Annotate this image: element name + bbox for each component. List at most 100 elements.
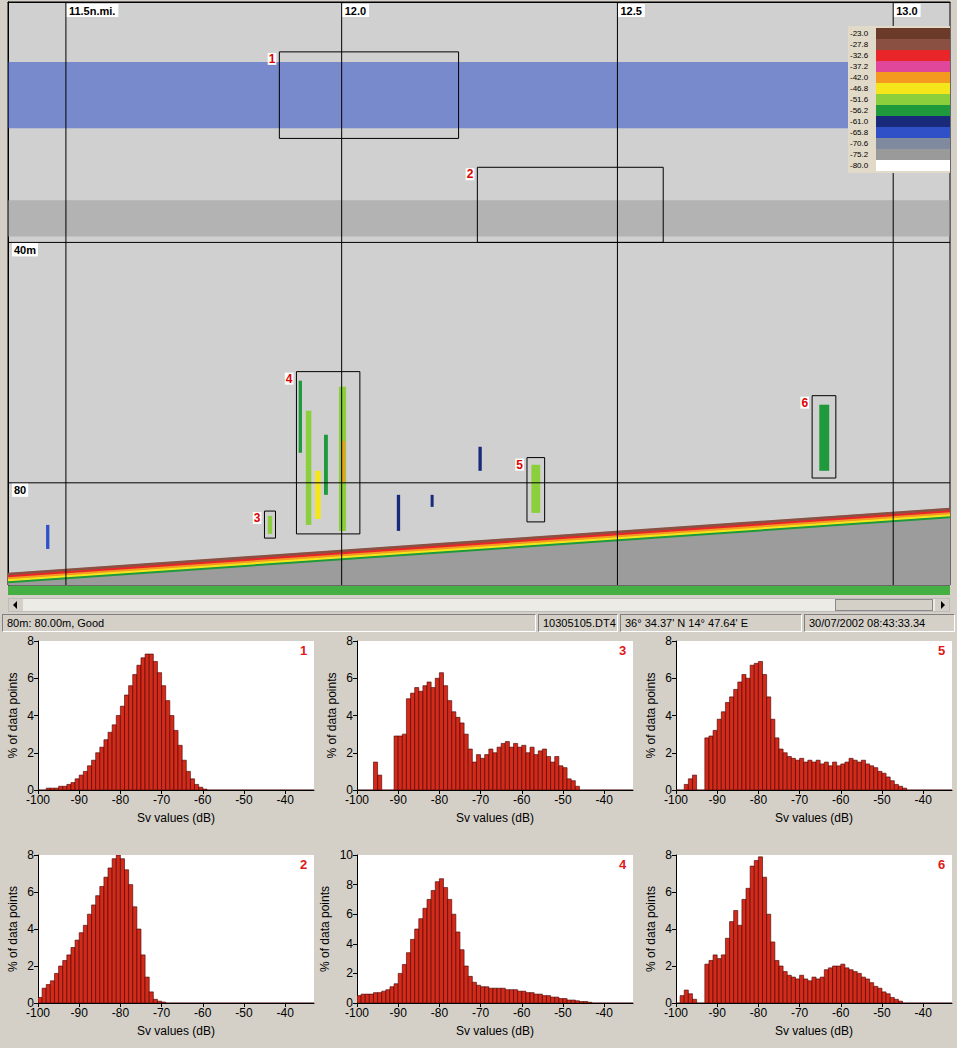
svg-text:-100: -100 [26,1006,50,1020]
svg-text:-60: -60 [832,1006,850,1020]
svg-text:6: 6 [27,671,34,685]
svg-text:% of data points: % of data points [325,672,339,758]
html-text:10305105.DT4: 10305105.DT4 [543,617,616,629]
svg-text:6: 6 [346,907,353,921]
svg-text:-50: -50 [554,793,572,807]
svg-text:2: 2 [27,959,34,973]
svg-text:40m: 40m [14,244,36,256]
svg-text:3: 3 [254,511,261,525]
svg-text:2: 2 [665,959,672,973]
svg-text:8: 8 [665,635,672,648]
svg-text:Sv values (dB): Sv values (dB) [137,811,215,825]
svg-text:-80: -80 [750,793,768,807]
svg-text:-40: -40 [914,1006,932,1020]
svg-text:% of data points: % of data points [318,886,332,972]
svg-text:13.0: 13.0 [896,5,917,17]
svg-text:2: 2 [665,746,672,760]
svg-text:-100: -100 [26,793,50,807]
svg-text:-90: -90 [390,1006,408,1020]
svg-text:-90: -90 [709,1006,727,1020]
svg-text:6: 6 [665,671,672,685]
svg-text:4: 4 [665,922,672,936]
svg-text:% of data points: % of data points [644,886,658,972]
svg-text:-60: -60 [194,793,212,807]
svg-text:-100: -100 [664,1006,688,1020]
svg-text:% of data points: % of data points [6,886,20,972]
svg-text:-70: -70 [791,793,809,807]
svg-text:4: 4 [619,857,627,872]
svg-text:-100: -100 [345,793,369,807]
svg-text:-80: -80 [112,1006,130,1020]
svg-text:-40: -40 [276,793,294,807]
svg-text:3: 3 [619,643,626,658]
svg-text:6: 6 [27,885,34,899]
svg-text:6: 6 [346,671,353,685]
svg-text:-70: -70 [153,793,171,807]
svg-text:-70: -70 [153,1006,171,1020]
svg-text:-40: -40 [914,793,932,807]
svg-text:% of data points: % of data points [6,672,20,758]
svg-text:-80: -80 [750,1006,768,1020]
svg-text:12.5: 12.5 [620,5,641,17]
svg-text:4: 4 [27,922,34,936]
svg-text:-70: -70 [791,1006,809,1020]
svg-text:4: 4 [346,709,353,723]
svg-text:-50: -50 [873,793,891,807]
svg-text:1: 1 [300,643,307,658]
svg-text:-60: -60 [513,1006,531,1020]
svg-text:-70: -70 [472,793,490,807]
svg-text:-80: -80 [112,793,130,807]
svg-text:-40: -40 [595,793,613,807]
svg-text:% of data points: % of data points [644,672,658,758]
svg-text:80: 80 [14,484,26,496]
svg-text:-90: -90 [71,1006,89,1020]
svg-text:Sv values (dB): Sv values (dB) [456,811,534,825]
svg-text:Sv values (dB): Sv values (dB) [137,1024,215,1038]
svg-text:-70: -70 [472,1006,490,1020]
svg-text:-80: -80 [431,793,449,807]
svg-text:-90: -90 [709,793,727,807]
svg-text:Sv values (dB): Sv values (dB) [775,1024,853,1038]
svg-text:2: 2 [467,167,474,181]
svg-text:11.5n.mi.: 11.5n.mi. [69,5,115,17]
svg-text:6: 6 [665,885,672,899]
svg-text:8: 8 [27,635,34,648]
svg-text:8: 8 [665,848,672,862]
svg-text:-60: -60 [513,793,531,807]
html-text:80m: 80.00m, Good: 80m: 80.00m, Good [7,617,105,629]
svg-text:1: 1 [269,52,276,66]
svg-text:4: 4 [27,709,34,723]
svg-text:2: 2 [27,746,34,760]
svg-text:5: 5 [516,458,523,472]
svg-text:-100: -100 [664,793,688,807]
svg-text:8: 8 [346,878,353,892]
svg-text:-100: -100 [345,1006,369,1020]
svg-text:-50: -50 [235,1006,253,1020]
svg-text:6: 6 [801,396,808,410]
svg-text:Sv values (dB): Sv values (dB) [456,1024,534,1038]
svg-text:2: 2 [346,746,353,760]
svg-text:6: 6 [938,857,945,872]
svg-text:-40: -40 [276,1006,294,1020]
html-text:36° 34.37' N 14° 47.64' E: 36° 34.37' N 14° 47.64' E [625,617,749,629]
svg-text:-40: -40 [595,1006,613,1020]
svg-text:12.0: 12.0 [345,5,366,17]
svg-text:-50: -50 [235,793,253,807]
svg-text:-60: -60 [194,1006,212,1020]
svg-text:4: 4 [346,937,353,951]
svg-text:4: 4 [286,372,293,386]
svg-text:-50: -50 [554,1006,572,1020]
svg-text:-90: -90 [71,793,89,807]
svg-text:-60: -60 [832,793,850,807]
svg-text:2: 2 [300,857,307,872]
svg-text:4: 4 [665,709,672,723]
svg-text:10: 10 [340,848,354,862]
svg-text:2: 2 [346,966,353,980]
svg-text:-80: -80 [431,1006,449,1020]
svg-text:8: 8 [27,848,34,862]
svg-text:5: 5 [938,643,945,658]
svg-text:8: 8 [346,635,353,648]
svg-text:-50: -50 [873,1006,891,1020]
svg-text:-90: -90 [390,793,408,807]
svg-text:Sv values (dB): Sv values (dB) [775,811,853,825]
